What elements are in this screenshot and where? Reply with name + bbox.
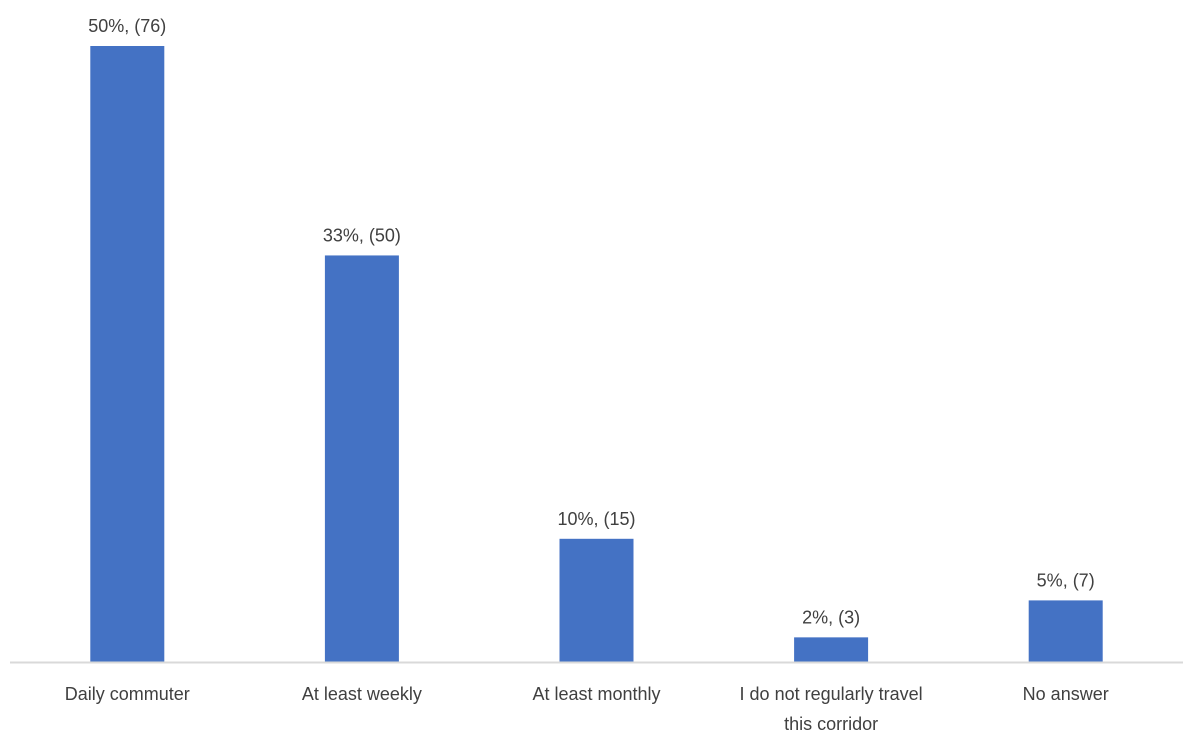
category-tick-label-line: this corridor <box>784 714 878 734</box>
bar <box>794 637 869 662</box>
bar-data-label: 10%, (15) <box>557 509 635 529</box>
bar-data-label: 2%, (3) <box>802 607 860 627</box>
category-tick-label: Daily commuter <box>65 684 190 704</box>
category-tick-label-line: I do not regularly travel <box>740 684 923 704</box>
bar <box>90 46 165 662</box>
category-axis-labels: Daily commuter At least weekly At least mo… <box>65 684 1109 734</box>
category-tick-label: At least weekly <box>302 684 422 704</box>
category-tick-label-line: At least weekly <box>302 684 422 704</box>
data-label-group: 50%, (76) 33%, (50) 10%, (15) 2%, (3) 5%, (7… <box>88 16 1094 627</box>
bar-data-label: 50%, (76) <box>88 16 166 36</box>
bar-data-label: 33%, (50) <box>323 225 401 245</box>
bar <box>324 255 399 662</box>
bar <box>559 538 634 662</box>
category-tick-label-line: At least monthly <box>532 684 660 704</box>
category-tick-label: At least monthly <box>532 684 660 704</box>
bar <box>1028 600 1103 662</box>
bar-data-label: 5%, (7) <box>1037 570 1095 590</box>
category-tick-label-line: Daily commuter <box>65 684 190 704</box>
category-tick-label: I do not regularly travel this corridor <box>740 684 923 734</box>
bar-series <box>90 46 1103 662</box>
category-tick-label: No answer <box>1023 684 1109 704</box>
category-tick-label-line: No answer <box>1023 684 1109 704</box>
